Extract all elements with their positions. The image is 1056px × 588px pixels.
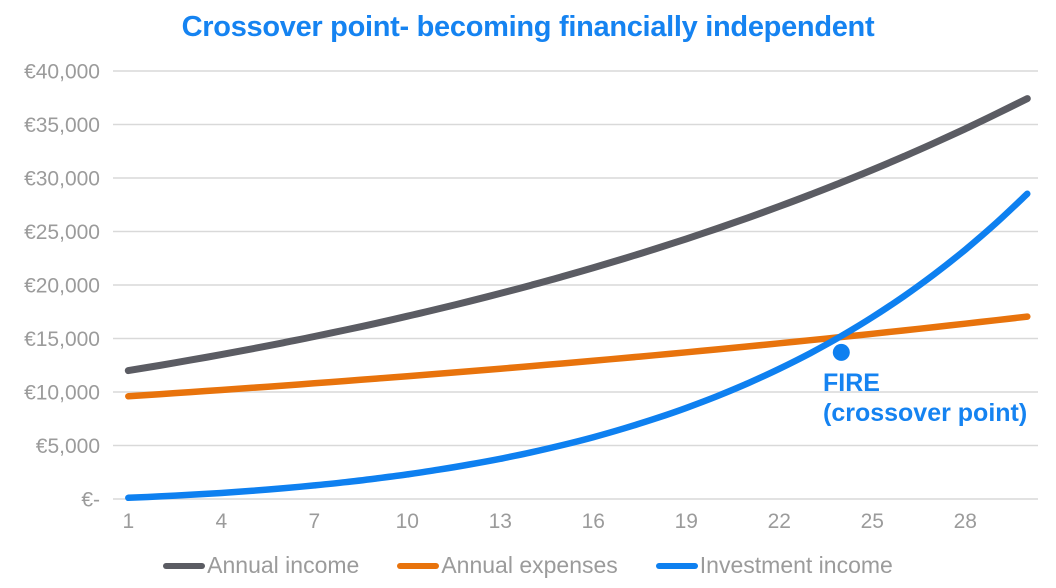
x-axis-tick-label: 19: [675, 510, 698, 533]
y-axis-tick-label: €40,000: [24, 61, 100, 84]
y-axis-tick-label: €35,000: [24, 114, 100, 137]
y-axis-tick-label: €20,000: [24, 275, 100, 298]
x-axis-tick-label: 16: [582, 510, 605, 533]
x-axis-tick-label: 10: [396, 510, 419, 533]
x-axis-tick-label: 25: [861, 510, 884, 533]
chart-title: Crossover point- becoming financially in…: [181, 11, 875, 43]
y-axis-tick-label: €15,000: [24, 328, 100, 351]
legend-label: Investment income: [699, 552, 893, 578]
crossover-marker-dot: [832, 343, 850, 361]
fire-annotation: FIRE (crossover point): [823, 368, 1027, 428]
legend-item-annual-income: Annual income: [163, 552, 359, 579]
series-line-annual-expenses: [125, 313, 1031, 400]
legend-item-investment-income: Investment income: [655, 552, 893, 579]
y-axis-tick-label: €10,000: [24, 382, 100, 405]
legend-label: Annual income: [207, 552, 360, 578]
x-axis-tick-label: 28: [954, 510, 977, 533]
fire-annotation-line2: (crossover point): [823, 399, 1028, 427]
series-line-investment-income: [125, 190, 1031, 502]
legend-swatch-investment-income: [655, 562, 698, 569]
x-axis-tick-label: 4: [215, 510, 227, 533]
legend-swatch-annual-expenses: [397, 562, 440, 569]
x-axis-tick-label: 22: [768, 510, 791, 533]
x-axis-tick-label: 7: [308, 510, 320, 533]
x-axis-tick-label: 13: [489, 510, 512, 533]
fire-annotation-line1: FIRE: [823, 369, 880, 397]
series-line-annual-income: [124, 95, 1031, 375]
legend: Annual income Annual expenses Investment i…: [0, 552, 1056, 579]
x-axis-tick-label: 1: [122, 510, 134, 533]
y-axis-tick-label: €5,000: [36, 435, 100, 458]
legend-label: Annual expenses: [441, 552, 618, 578]
legend-swatch-annual-income: [163, 562, 206, 569]
y-axis-tick-label: €30,000: [24, 168, 100, 191]
legend-item-annual-expenses: Annual expenses: [397, 552, 618, 579]
y-axis-tick-label: €25,000: [24, 221, 100, 244]
y-axis-tick-label: €-: [81, 489, 100, 512]
